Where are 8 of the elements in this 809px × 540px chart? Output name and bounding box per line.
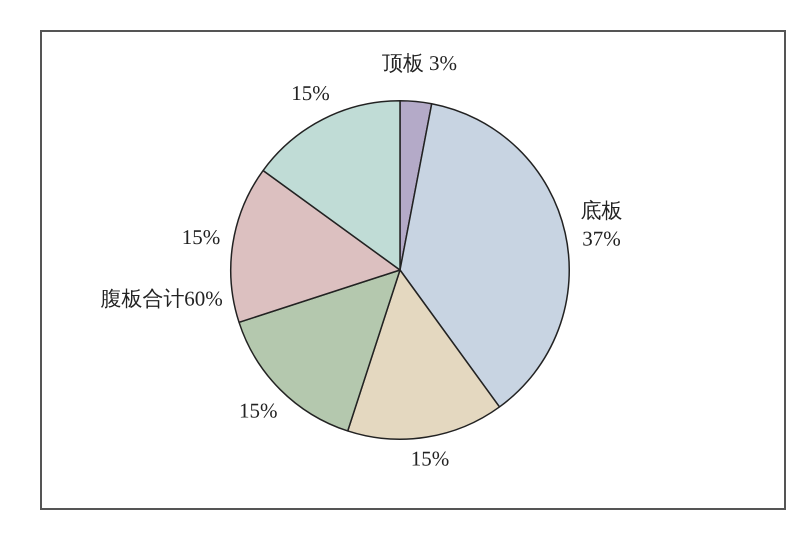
data-label: 15%: [410, 446, 450, 470]
data-label: 37%: [582, 226, 621, 250]
data-label: 15%: [291, 80, 330, 105]
data-label: 15%: [238, 398, 278, 422]
slice-label: 底板: [580, 198, 623, 222]
data-label: 15%: [182, 224, 220, 249]
slice-label: 顶板 3%: [382, 50, 458, 75]
text: 腹板合计60%: [100, 286, 223, 311]
